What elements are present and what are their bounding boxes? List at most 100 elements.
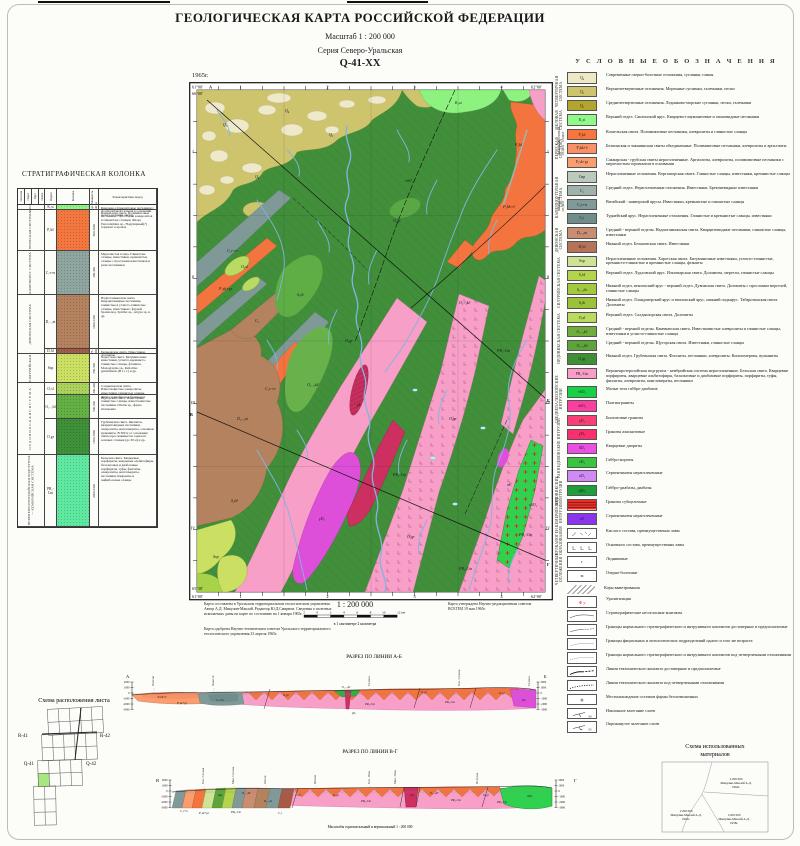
strat-index: C₁v+n (45, 251, 57, 295)
strat-system-label: ВЕРХНЕПРОТЕРОЗОЙСКАЯ ПОДГРУППА — КЕМБРИЙ… (18, 455, 45, 527)
legend-item-text: Средний - верхний отделы. Надпотамьинска… (606, 227, 787, 238)
legend-swatch: м (567, 570, 597, 582)
section-unit-label: D₁bl (294, 793, 301, 797)
legend-swatch: S₁tb (567, 297, 597, 309)
strat-lith-color (57, 419, 90, 455)
legend-swatch: C₁v+n (567, 198, 597, 211)
strat-index: PR₂-Cm (45, 455, 57, 527)
legend-item: S₁₋₂dv Нижний отдел, венлокский ярус - ве… (567, 283, 798, 295)
legend-swatch: Q₂ (567, 99, 597, 112)
strat-table: Система Отдел Ярус Свита Индекс Колонка Мощнос… (17, 188, 158, 528)
strat-description: Кварцево-глауконитовые песчаники с фосфо… (99, 205, 157, 217)
map-unit-label: O₃sl (241, 264, 249, 269)
legend-item-text: Серпентиниты нерасчлененные (606, 513, 663, 519)
legend-swatch-index: K₂st (578, 118, 586, 123)
legend-group: ЧЕТВЕРТИЧНАЯ СИСТЕМА Q₄ Современные озерно… (554, 72, 798, 112)
scale-tick-label: 6 (356, 611, 358, 615)
legend-item-text: Малые тела габбро-диабазов (606, 386, 658, 392)
title-block: ГЕОЛОГИЧЕСКАЯ КАРТА РОССИЙСКОЙ ФЕДЕРАЦИИ… (175, 10, 545, 69)
legend-item: γ'D₁ Граниты аляскитовые (567, 428, 798, 441)
map-unit-label: PR₂-Cm (392, 472, 406, 477)
strat-system-label: ДЕВОНСКАЯ СИСТЕМА (18, 295, 45, 354)
strat-lith-color (57, 354, 90, 383)
legend-group-label: СРЕДНЕПАЛЕОЗОЙСКИЕ ИНТРУЗИИ (554, 375, 565, 423)
scale-tick-label: 2 (303, 611, 305, 615)
scale-units: в 1 сантиметре 2 километра (334, 622, 377, 626)
svg-text:35: 35 (588, 728, 592, 732)
legend-item: σD₁ Серпентиниты нерасчлененные (567, 470, 798, 482)
strat-thickness: 300-400 (90, 251, 99, 295)
grid-col-label: 3 (413, 85, 416, 90)
legend-group-label: СИЛУРИЙСКАЯ СИСТЕМА (554, 256, 565, 309)
section-vg-note: Масштабы горизонтальный и вертикальный 1… (328, 825, 413, 829)
legend-item: D₁bl Нижний отдел. Бельковская свита. Изв… (567, 241, 798, 253)
legend-item-text: Серпентиниты нерасчлененные (606, 470, 663, 476)
section-point-a: А (209, 85, 212, 90)
grid-row-label: III (546, 400, 551, 405)
legend-item: S₁tb Нижний отдел. Лландоверский ярус и в… (567, 297, 798, 309)
grid-col-label: 2 (326, 85, 328, 90)
legend-group-label-text: ОРДОВИКСКАЯ СИСТЕМА (556, 313, 561, 364)
legend-swatch: γD₁ (567, 414, 597, 427)
legend-item: Q₂ Среднечетвертичные отложения. Ледников… (567, 99, 798, 112)
legend-swatch: δD₁ (567, 442, 597, 455)
strat-index: D₂₋₃nt (45, 295, 57, 349)
grid-row-label: II (192, 274, 195, 279)
legend-item-text: Нижний отдел. Лландоверский ярус и венло… (606, 297, 779, 308)
legend-swatch-index: γ'D₁ (578, 432, 586, 437)
elevation-label: 1000 (559, 785, 565, 788)
strat-index: K₂st (45, 205, 57, 210)
grid-col-label: 1 (239, 85, 241, 90)
legend-item-text: Среднечетвертичные отложения. Ледниково-… (606, 99, 752, 105)
legend-swatch: г (567, 556, 597, 568)
legend-item: νD₁ Габбро-нориты (567, 456, 798, 469)
legend-item: г Ледниковые (567, 556, 798, 568)
legend-item-text: Верхний отдел. Лудловский ярус. Илычпарс… (606, 269, 774, 275)
legend-item-text: Габбро-диабазы, диабазы (606, 484, 652, 490)
legend-swatch-index: P₁sk+gr (575, 160, 589, 165)
corner-lon-tr: 62°00' (531, 85, 542, 90)
legend-swatch-index: πδO₁ (578, 404, 586, 409)
grid-col-label: 3 (413, 594, 416, 599)
legend-swatch-index: Q₂ (579, 103, 585, 108)
map-unit-label: S₁tb (297, 292, 304, 297)
legend-item-text: Границы фациальных и литологических подр… (606, 638, 753, 644)
legend-swatch: O₁gr (567, 353, 597, 365)
legend-swatch: Q₄ (567, 72, 597, 84)
credits-left-2: Карта одобрена Научно-техническим совето… (204, 627, 331, 636)
section-river-label: Лопсия (151, 675, 155, 686)
legend-swatch-index: O₃sl (578, 315, 586, 320)
section-unit-label: O₁gr (283, 693, 290, 697)
legend-swatch-index: S₂ld (578, 273, 586, 278)
legend-swatch-index: Q₄ (579, 75, 585, 80)
legend-swatch-index: S₁₋₂dv (576, 287, 588, 292)
elevation-label: 2000 (541, 681, 547, 684)
map-unit-label: O₁gr (393, 218, 401, 223)
legend-swatch-index: σЄ (579, 517, 585, 522)
elevation-label: -1000 (541, 698, 548, 701)
materials-cell-scale: 1:200 000 (728, 813, 741, 817)
map-unit-label: O₁gr (449, 416, 457, 421)
legend-swatch-index: νD₁ (579, 460, 585, 465)
legend-item-text: Средний - верхний отделы. Щугорская свит… (606, 339, 744, 345)
legend-group: PR₂-Cm Верхнепротерозойская подгруппа - к… (554, 367, 798, 383)
legend-item: Основного состава, преимущественно лавы (567, 541, 798, 554)
legend-group: ЧЕТВЕРТИЧНЫЕ ОТЛОЖЕНИЯ г Ледниковые м Озерно… (554, 553, 798, 585)
legend-item: Граниты субщелочные (567, 499, 798, 511)
strat-lith-color (57, 455, 90, 527)
legend-item-text: Ледниковые (606, 556, 628, 562)
scale-tick-label: 8 (370, 611, 372, 615)
legend-group-label: РАННЕДЕВОНСКИЕ ИНТРУЗИИ (554, 415, 565, 482)
legend-item-text: Озерно-болотные (606, 570, 638, 576)
strat-description: Кошельская свита. Полимиктовые песчаники… (99, 210, 157, 251)
grid-col-label: 1 (239, 594, 241, 599)
legend-item: O₂₋₃šd Средний - верхний отделы. Щугорска… (567, 339, 798, 352)
map-unit-label: P₁bk+č (502, 204, 515, 209)
map-unit-label: K₂st (454, 100, 463, 105)
corner-lat-tl: 66°00' (192, 91, 203, 96)
legend-swatch-index: σD₁ (578, 474, 586, 479)
section-vg-g: Г (574, 778, 577, 783)
legend-item-text: Верхний отдел. Салдышорская свита. Долом… (606, 311, 693, 317)
map-unit-label: P₂kš (514, 142, 523, 147)
legend-item: K₂st Верхний отдел. Сантонский ярус. Квар… (567, 114, 798, 126)
